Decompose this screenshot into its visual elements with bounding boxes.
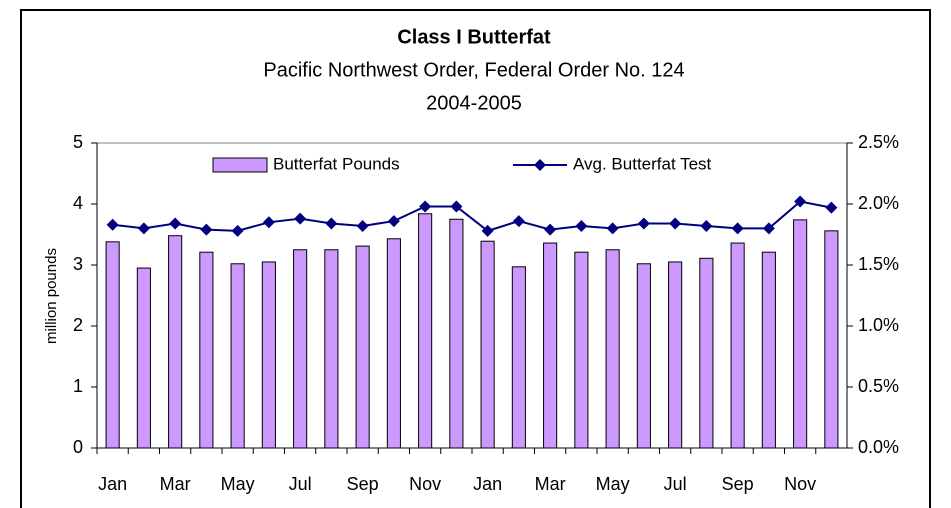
marker (231, 224, 244, 237)
bar (699, 257, 714, 449)
y-tick-label: 4 (73, 193, 83, 213)
marker (762, 222, 775, 235)
bar (261, 261, 276, 449)
marker (606, 222, 619, 235)
x-tick-label: Mar (535, 474, 566, 494)
marker (137, 222, 150, 235)
x-tick-label: Nov (409, 474, 441, 494)
marker (169, 217, 182, 230)
marker (106, 218, 119, 231)
x-tick-label: Nov (784, 474, 816, 494)
y2-tick-label: 2.0% (858, 193, 899, 213)
bar (168, 235, 183, 449)
y-tick-label: 0 (73, 437, 83, 457)
x-tick-label: Jan (473, 474, 502, 494)
x-tick-label: Mar (160, 474, 191, 494)
bar (636, 263, 651, 449)
bar (668, 261, 683, 449)
chart-subtitle: Pacific Northwest Order, Federal Order N… (263, 59, 684, 81)
x-tick-label: May (596, 474, 630, 494)
bar (761, 251, 776, 449)
marker (262, 216, 275, 229)
bar (449, 218, 464, 449)
y2-tick-label: 0.5% (858, 376, 899, 396)
marker (325, 217, 338, 230)
bar (199, 251, 214, 449)
bar (730, 242, 745, 449)
y-tick-label: 1 (73, 376, 83, 396)
marker (512, 215, 525, 228)
marker (637, 217, 650, 230)
y-tick-label: 3 (73, 254, 83, 274)
y2-tick-label: 1.0% (858, 315, 899, 335)
marker (700, 219, 713, 232)
bar (386, 238, 401, 449)
legend-label: Avg. Butterfat Test (573, 154, 712, 173)
marker (200, 223, 213, 236)
y-axis-label: million pounds (43, 248, 60, 344)
bar (105, 241, 120, 449)
x-tick-label: Jul (289, 474, 312, 494)
x-tick-label: Sep (722, 474, 754, 494)
x-tick-label: May (221, 474, 255, 494)
marker (294, 212, 307, 225)
marker (794, 195, 807, 208)
x-tick-label: Jul (664, 474, 687, 494)
marker (450, 200, 463, 213)
chart-subtitle: 2004-2005 (426, 92, 522, 114)
legend-swatch (212, 157, 268, 173)
chart-title: Class I Butterfat (397, 26, 551, 48)
legend-label: Butterfat Pounds (273, 154, 400, 173)
bar (230, 263, 245, 449)
bar (418, 213, 433, 449)
bar (511, 266, 526, 449)
bar (355, 245, 370, 449)
marker (481, 224, 494, 237)
legend-marker (534, 159, 546, 171)
marker (731, 222, 744, 235)
x-tick-label: Sep (347, 474, 379, 494)
y2-tick-label: 2.5% (858, 132, 899, 152)
bar (605, 249, 620, 449)
marker (387, 215, 400, 228)
bar (574, 251, 589, 449)
y-tick-label: 5 (73, 132, 83, 152)
y2-tick-label: 0.0% (858, 437, 899, 457)
marker (544, 223, 557, 236)
marker (419, 200, 432, 213)
marker (825, 201, 838, 214)
marker (575, 219, 588, 232)
bar (824, 230, 839, 449)
bar (543, 242, 558, 449)
bar (136, 267, 151, 449)
y-tick-label: 2 (73, 315, 83, 335)
marker (356, 219, 369, 232)
x-tick-label: Jan (98, 474, 127, 494)
y2-tick-label: 1.5% (858, 254, 899, 274)
bar (793, 219, 808, 449)
marker (669, 217, 682, 230)
bar (293, 249, 308, 449)
bar (480, 240, 495, 449)
bar (324, 249, 339, 449)
